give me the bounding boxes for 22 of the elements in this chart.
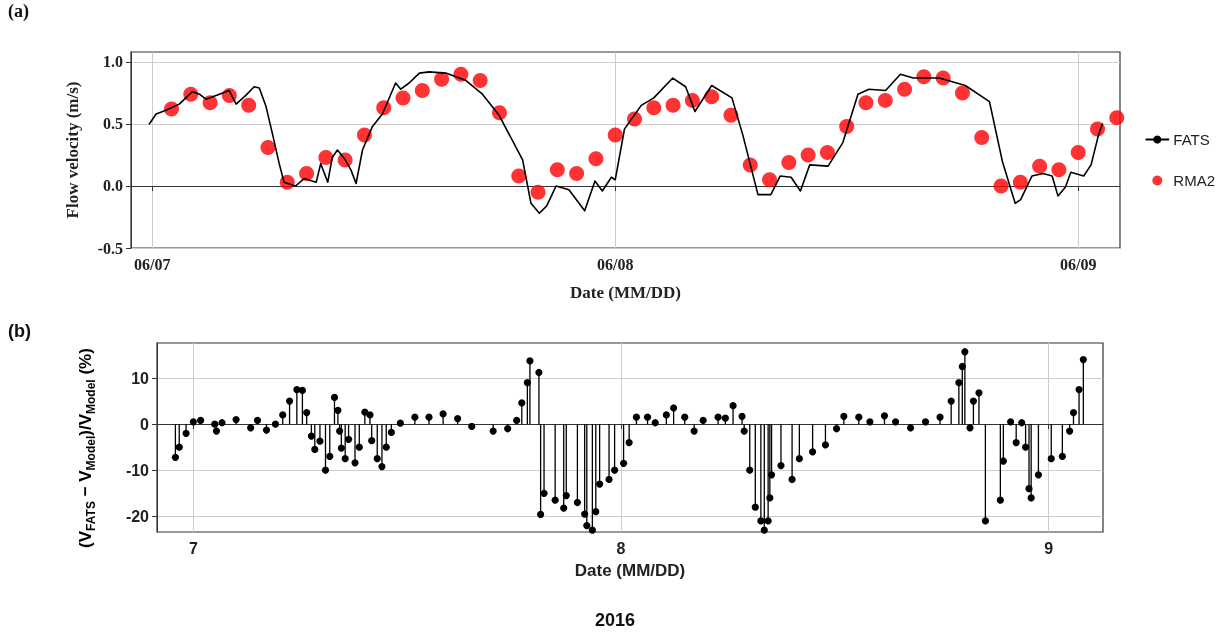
y-tick-label: 10 (131, 369, 150, 387)
legend-label: FATS (1173, 131, 1210, 148)
x-tick-label: 06/07 (133, 255, 171, 273)
x-tick-label: 06/09 (1059, 255, 1097, 273)
y-tick-label: 0.5 (103, 115, 123, 133)
text: (b) (8, 321, 31, 341)
legend-label: RMA2 (1173, 172, 1216, 189)
y-tick-label: -0.5 (97, 239, 123, 257)
y-axis-title: Flow velocity (m/s) (63, 81, 82, 219)
text: 2016 (594, 610, 636, 630)
x-axis-title: Date (MM/DD) (574, 561, 686, 580)
y-tick-label: 0 (140, 415, 150, 433)
x-tick-label: 9 (1044, 539, 1054, 557)
y-tick-label: -10 (125, 461, 150, 479)
x-tick-label: 8 (616, 539, 626, 557)
x-axis-title: Date (MM/DD) (570, 283, 681, 302)
x-tick-label: 06/08 (596, 255, 634, 273)
text: (a) (8, 1, 29, 22)
y-tick-label: 1.0 (103, 53, 123, 71)
y-tick-label: -20 (125, 507, 150, 525)
x-tick-label: 7 (188, 539, 198, 557)
y-tick-label: 0.0 (103, 177, 123, 195)
